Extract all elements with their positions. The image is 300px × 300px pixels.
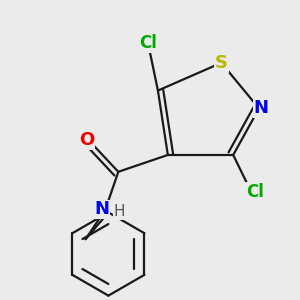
Text: N: N [254,99,268,117]
Text: O: O [79,131,94,149]
Text: H: H [113,204,125,219]
Text: Cl: Cl [246,183,264,201]
Text: S: S [215,54,228,72]
Text: N: N [94,200,109,218]
Text: Cl: Cl [139,34,157,52]
